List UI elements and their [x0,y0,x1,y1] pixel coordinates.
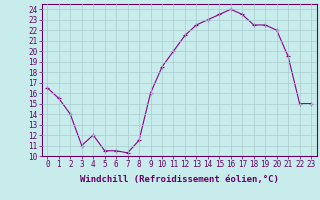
X-axis label: Windchill (Refroidissement éolien,°C): Windchill (Refroidissement éolien,°C) [80,175,279,184]
